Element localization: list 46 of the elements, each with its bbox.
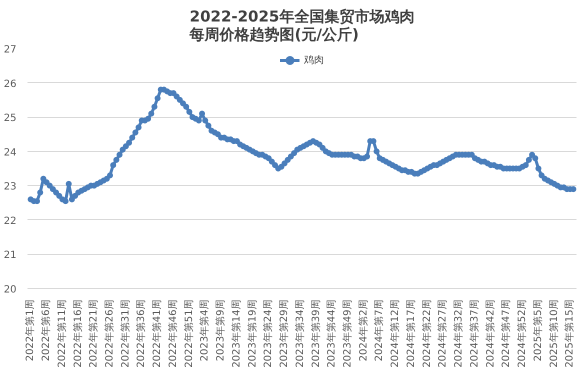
x-tick-label: 2025年第10周 (548, 299, 560, 368)
x-tick-label: 2025年第5周 (532, 300, 544, 362)
x-tick-label: 2024年第12周 (389, 299, 402, 368)
x-tick-label: 2023年第14周 (230, 299, 242, 368)
x-tick-label: 2024年第42周 (484, 299, 496, 368)
x-tick-label: 2022年第46周 (166, 299, 179, 368)
x-tick-label: 2024年第22周 (420, 299, 433, 368)
y-tick-label: 21 (4, 250, 17, 262)
y-tick-label: 22 (4, 216, 17, 227)
x-tick-label: 2022年第16周 (72, 299, 84, 368)
x-tick-label: 2022年第11周 (56, 299, 68, 368)
y-tick-label: 25 (4, 113, 17, 124)
x-tick-label: 2024年第2周 (357, 300, 370, 362)
x-tick-label: 2023年第29周 (278, 299, 290, 368)
y-tick-label: 20 (4, 284, 17, 296)
x-tick-label: 2024年第7周 (373, 300, 386, 362)
chart-subtitle: 每周价格趋势图(元/公斤) (188, 26, 359, 44)
x-tick-label: 2024年第37周 (468, 299, 480, 368)
y-tick-label: 26 (4, 78, 17, 90)
x-tick-label: 2022年第31周 (119, 299, 132, 368)
x-tick-label: 2022年第6周 (40, 300, 52, 362)
x-tick-label: 2023年第19周 (246, 299, 258, 368)
x-tick-label: 2023年第39周 (310, 299, 322, 368)
x-tick-label: 2023年第44周 (326, 299, 338, 368)
x-tick-label: 2024年第17周 (404, 299, 417, 368)
x-tick-label: 2024年第27周 (436, 299, 449, 368)
x-tick-label: 2022年第41周 (151, 299, 164, 368)
x-tick-label: 2023年第34周 (294, 299, 306, 368)
x-tick-label: 2022年第51周 (182, 299, 195, 368)
chart-title: 2022-2025年全国集贸市场鸡肉 (190, 8, 414, 26)
y-tick-label: 24 (4, 147, 17, 158)
x-tick-label: 2024年第47周 (500, 299, 512, 368)
x-tick-label: 2022年第1周 (24, 300, 36, 362)
x-tick-label: 2023年第49周 (342, 299, 354, 368)
x-tick-label: 2022年第26周 (104, 299, 116, 368)
x-tick-label: 2024年第32周 (452, 299, 465, 368)
x-tick-label: 2022年第36周 (135, 299, 148, 368)
x-tick-label: 2023年第9周 (214, 300, 227, 362)
y-tick-label: 23 (4, 182, 17, 193)
legend-label: 鸡肉 (304, 54, 324, 67)
x-tick-label: 2023年第4周 (198, 300, 211, 362)
x-tick-label: 2022年第21周 (88, 299, 100, 368)
x-tick-label: 2023年第24周 (262, 299, 274, 368)
y-tick-label: 27 (4, 44, 17, 56)
x-tick-label: 2024年第52周 (516, 299, 528, 368)
x-tick-label: 2025年第15周 (564, 299, 576, 368)
